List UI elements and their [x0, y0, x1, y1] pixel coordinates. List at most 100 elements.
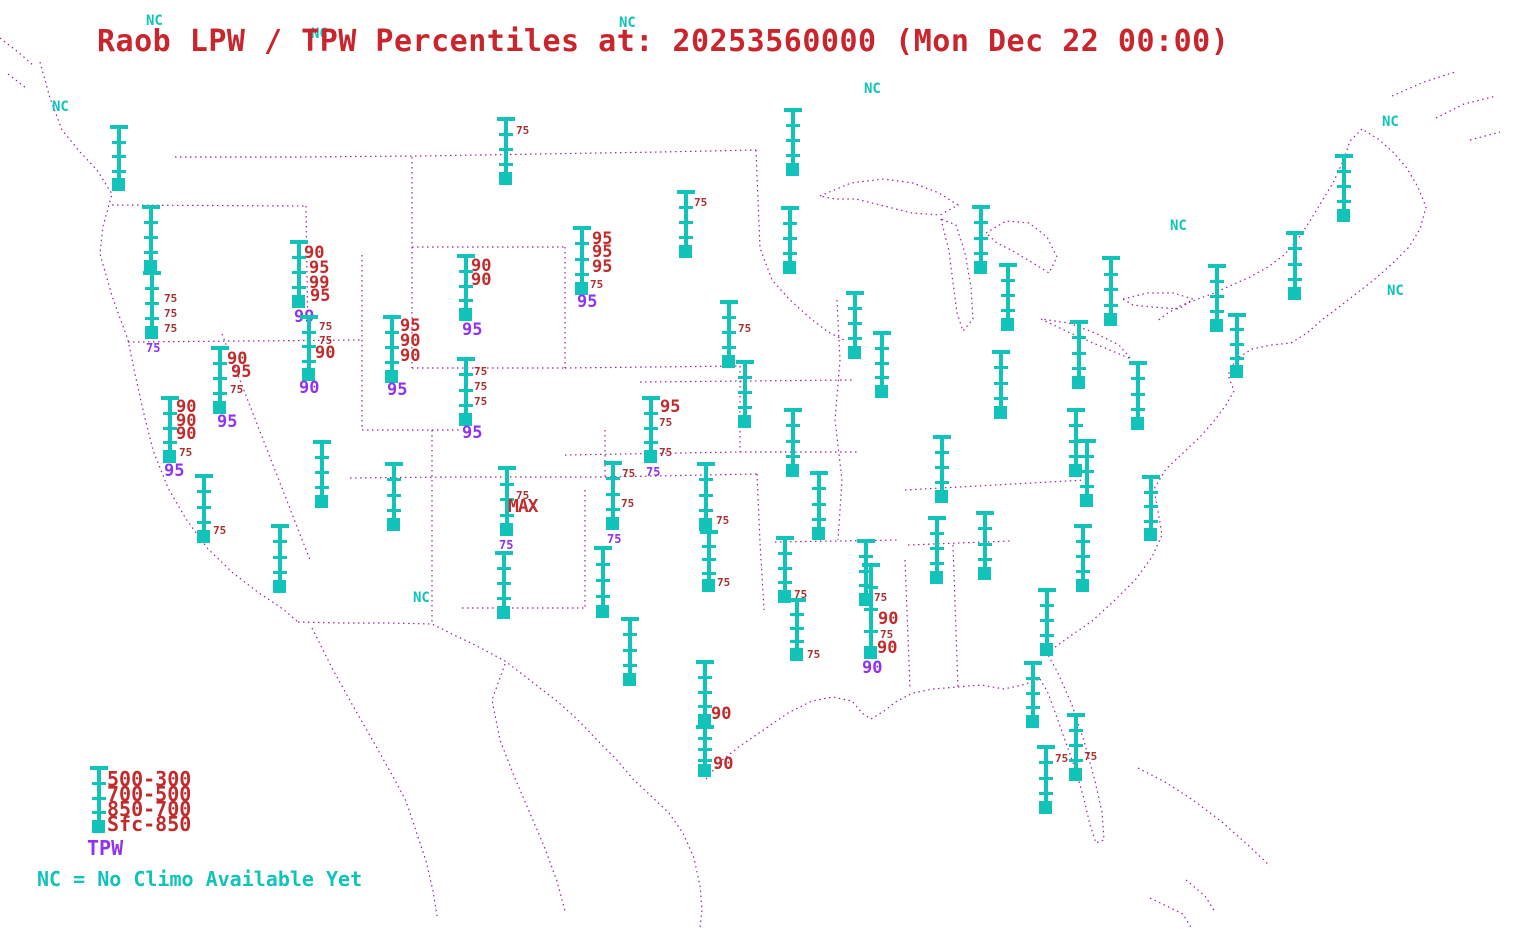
- station-square: [459, 413, 472, 426]
- station-level-tick: [1337, 185, 1351, 188]
- station-level-tick: [1337, 200, 1351, 203]
- station-level-tick: [864, 586, 878, 589]
- percentile-label: 95: [592, 228, 613, 249]
- station-level-tick: [606, 477, 620, 480]
- station-level-tick: [315, 456, 329, 459]
- station-square: [722, 355, 735, 368]
- station-level-tick: [1131, 377, 1145, 380]
- station-level-tick: [387, 494, 401, 497]
- map-line-vancouver-island2: [7, 73, 27, 89]
- station-level-tick: [1026, 706, 1040, 709]
- percentile-label: 90: [176, 423, 197, 444]
- station-top-tick: [495, 551, 513, 555]
- station-level-tick: [302, 331, 316, 334]
- station-top-tick: [498, 466, 516, 470]
- percentile-label: 75: [516, 123, 530, 137]
- percentile-label: 75: [1084, 749, 1098, 763]
- station-top-tick: [383, 315, 401, 319]
- station-level-tick: [859, 555, 873, 558]
- station-level-tick: [1230, 357, 1244, 360]
- station-level-tick: [699, 494, 713, 497]
- station-top-tick: [1067, 713, 1085, 717]
- percentile-label: 90: [227, 348, 248, 369]
- station-level-tick: [722, 331, 736, 334]
- station-square: [144, 260, 157, 273]
- nc-label: NC: [864, 81, 881, 97]
- station-level-tick: [1069, 744, 1083, 747]
- percentile-label: 75: [474, 394, 488, 408]
- station-level-tick: [459, 373, 473, 376]
- station-level-tick: [459, 389, 473, 392]
- station-square: [499, 172, 512, 185]
- percentile-label: 75: [319, 319, 333, 333]
- station-level-tick: [144, 251, 158, 254]
- map-line-lake-erie: [1040, 318, 1132, 360]
- station-level-tick: [1072, 336, 1086, 339]
- station-top-tick: [90, 766, 108, 770]
- station-level-tick: [596, 579, 610, 582]
- percentile-label: 75: [213, 523, 227, 537]
- station-top-tick: [781, 206, 799, 210]
- station-top-tick: [677, 190, 695, 194]
- station-level-tick: [623, 633, 637, 636]
- station-square: [699, 518, 712, 531]
- station-level-tick: [790, 627, 804, 630]
- station-top-tick: [784, 108, 802, 112]
- station-level-tick: [1104, 304, 1118, 307]
- station-top-tick: [142, 205, 160, 209]
- station-level-tick: [385, 361, 399, 364]
- station-level-tick: [500, 498, 514, 501]
- station-level-tick: [978, 558, 992, 561]
- station-top-tick: [110, 125, 128, 129]
- map-line-lake-huron: [985, 220, 1058, 274]
- station-level-tick: [145, 317, 159, 320]
- percentile-label: 75: [794, 587, 808, 601]
- percentile-label: 90: [471, 255, 492, 276]
- station-square: [1288, 287, 1301, 300]
- station-level-tick: [1076, 555, 1090, 558]
- station-square: [974, 261, 987, 274]
- station-square: [1076, 579, 1089, 592]
- station-level-tick: [859, 584, 873, 587]
- percentile-label: 95: [231, 361, 252, 382]
- station-top-tick: [928, 516, 946, 520]
- station-level-tick: [679, 221, 693, 224]
- percentile-label: 95: [309, 257, 330, 278]
- station-square: [575, 282, 588, 295]
- station-level-tick: [1039, 761, 1053, 764]
- station-square: [1069, 768, 1082, 781]
- station-square: [197, 530, 210, 543]
- station-top-tick: [1037, 745, 1055, 749]
- station-top-tick: [1074, 524, 1092, 528]
- map-line-state-newmexico-north: [349, 476, 605, 479]
- station-square: [935, 490, 948, 503]
- station-top-tick: [1070, 320, 1088, 324]
- percentile-label: 75: [164, 291, 178, 305]
- tpw-percentile-label: 95: [577, 291, 598, 312]
- station-level-tick: [273, 571, 287, 574]
- percentile-label: 75: [590, 277, 604, 291]
- station-level-tick: [974, 237, 988, 240]
- station-level-tick: [702, 572, 716, 575]
- map-line-canada-border: [175, 149, 757, 158]
- station-square: [698, 714, 711, 727]
- map-line-gulf-coast: [705, 678, 1041, 780]
- station-level-tick: [698, 705, 712, 708]
- percentile-label: 75: [694, 195, 708, 209]
- station-level-tick: [197, 521, 211, 524]
- station-square: [1001, 318, 1014, 331]
- tpw-percentile-label: 75: [646, 465, 661, 479]
- station-square: [292, 295, 305, 308]
- station-square: [1080, 494, 1093, 507]
- station-level-tick: [1040, 634, 1054, 637]
- station-square: [859, 593, 872, 606]
- station-level-tick: [497, 582, 511, 585]
- tpw-percentile-label: 75: [146, 341, 161, 355]
- station-square: [786, 163, 799, 176]
- station-level-tick: [848, 337, 862, 340]
- map-line-state-alabama: [952, 544, 959, 689]
- station-top-tick: [736, 360, 754, 364]
- station-top-tick: [846, 291, 864, 295]
- station-square: [112, 178, 125, 191]
